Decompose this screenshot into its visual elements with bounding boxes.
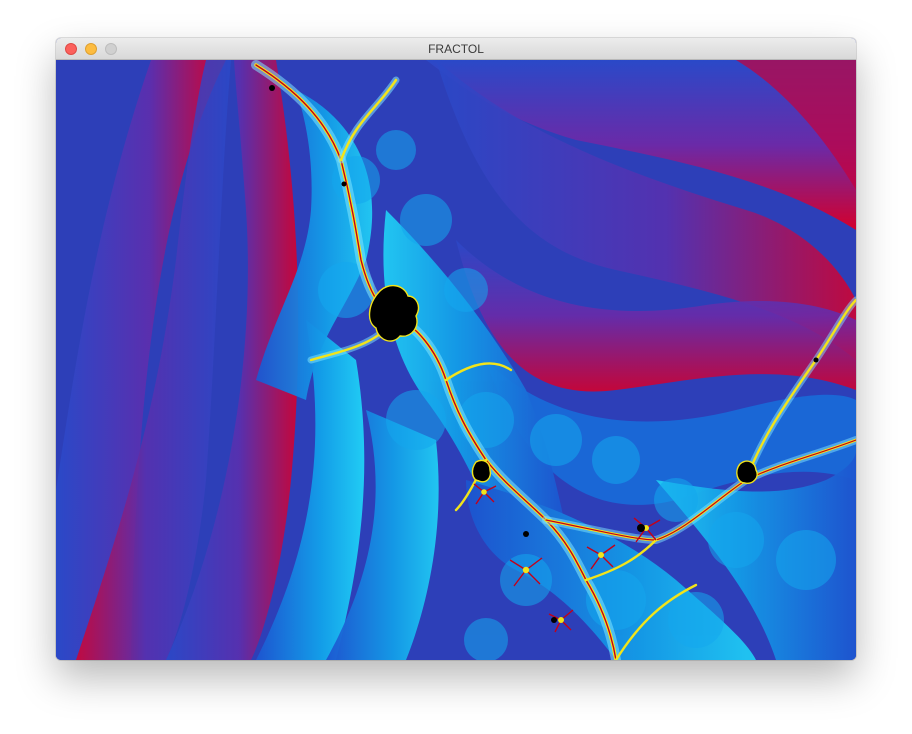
- fractol-window: FRACTOL: [56, 38, 856, 660]
- minimize-icon[interactable]: [85, 43, 97, 55]
- fractal-image: [56, 60, 856, 660]
- title-bar[interactable]: FRACTOL: [56, 38, 856, 60]
- window-title: FRACTOL: [428, 42, 484, 56]
- close-icon[interactable]: [65, 43, 77, 55]
- fractal-canvas[interactable]: [56, 60, 856, 660]
- zoom-icon[interactable]: [105, 43, 117, 55]
